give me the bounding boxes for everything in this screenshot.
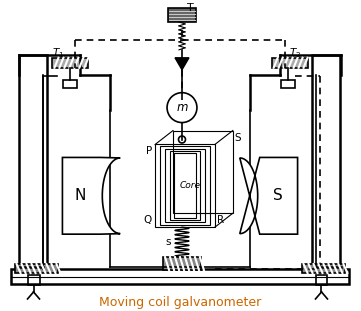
Text: N: N [75,188,86,203]
Text: S: S [235,132,242,142]
Bar [160,146,210,225]
Bar [52,58,88,68]
Bar [301,264,345,273]
Text: Q: Q [144,215,152,225]
Bar [170,151,200,220]
Polygon shape [240,157,297,234]
Bar [18,55,48,267]
Circle shape [167,93,197,123]
Polygon shape [62,157,120,234]
Bar [163,257,201,270]
Bar [10,269,349,284]
Bar [27,275,39,285]
Bar [316,275,327,285]
Text: Moving coil galvanometer: Moving coil galvanometer [99,296,261,309]
Bar [174,153,196,218]
Bar [14,264,58,273]
Text: T: T [187,3,194,13]
Bar [173,131,233,213]
Text: Core: Core [179,181,200,190]
Bar [165,150,205,222]
Text: P: P [146,146,152,156]
Text: m: m [176,101,188,114]
Bar [64,80,77,88]
Bar [168,8,196,22]
Bar [280,80,295,88]
Bar [312,55,340,267]
Polygon shape [175,58,189,70]
Text: S: S [273,188,283,203]
Bar [155,145,215,227]
Text: R: R [217,215,224,225]
Text: $T_1$: $T_1$ [52,46,65,60]
Circle shape [178,136,186,143]
Text: $T_2$: $T_2$ [290,46,302,60]
Text: s: s [165,237,171,247]
Bar [272,58,308,68]
